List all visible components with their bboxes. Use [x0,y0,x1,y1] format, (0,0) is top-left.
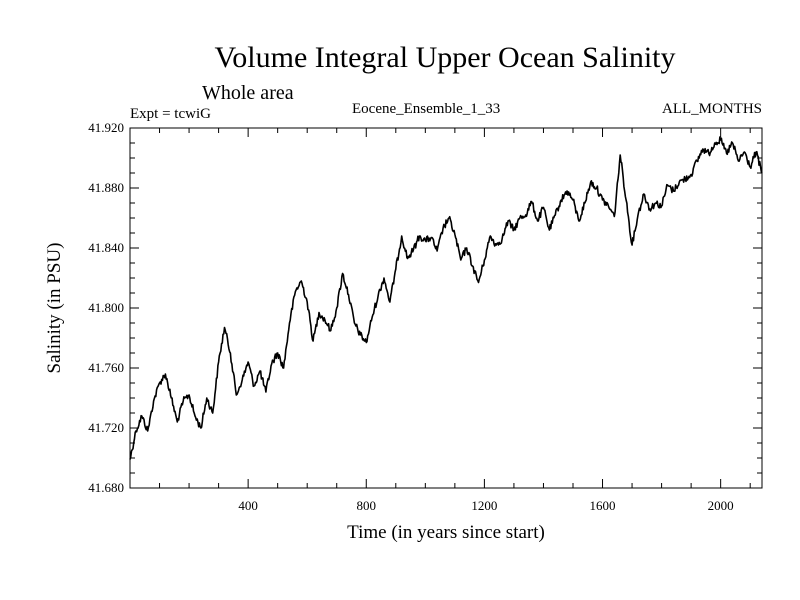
y-tick-label: 41.760 [88,360,124,375]
x-axis-ticks [159,128,751,488]
y-tick-label: 41.920 [88,120,124,135]
months-label: ALL_MONTHS [662,101,762,117]
y-tick-label: 41.840 [88,240,124,255]
salinity-series-line [129,136,763,460]
chart-title: Volume Integral Upper Ocean Salinity [215,41,676,74]
y-tick-label: 41.880 [88,180,124,195]
y-axis-ticks [130,127,762,489]
ensemble-label: Eocene_Ensemble_1_33 [352,101,500,117]
x-tick-label: 400 [238,498,258,513]
x-tick-label: 2000 [708,498,734,513]
y-tick-label: 41.800 [88,300,124,315]
x-axis-label: Time (in years since start) [347,522,545,543]
x-tick-label: 1200 [471,498,497,513]
y-tick-label: 41.680 [88,480,124,495]
plot-frame [129,127,763,489]
chart-subtitle: Whole area [202,82,294,104]
x-tick-label: 800 [357,498,377,513]
expt-label: Expt = tcwiG [130,106,211,122]
x-tick-label: 1600 [590,498,616,513]
y-axis-tick-labels: 41.680 41.720 41.760 41.800 41.840 41.880 41.9… [88,120,124,495]
x-axis-tick-labels: 400 800 1200 1600 2000 [238,498,733,513]
y-axis-label: Salinity (in PSU) [44,243,65,374]
y-tick-label: 41.720 [88,420,124,435]
